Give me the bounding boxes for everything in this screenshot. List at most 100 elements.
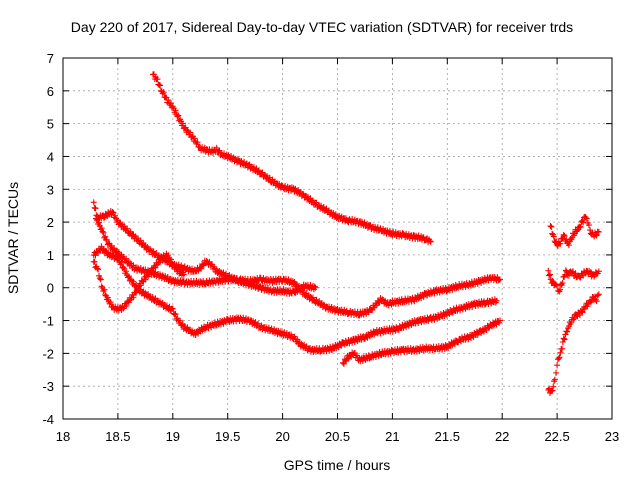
data-point [312,284,319,291]
data-point [133,289,140,296]
data-point [569,269,576,276]
data-point [213,144,220,151]
x-tick-label: 18.5 [105,429,130,444]
y-tick-label: -2 [42,346,54,361]
data-point [431,290,438,297]
data-point [102,233,109,240]
data-point [142,276,149,283]
data-point [123,255,130,262]
data-point [547,223,554,230]
data-point [118,259,125,266]
data-point [142,266,149,273]
data-point [145,290,152,297]
data-point [557,349,564,356]
data-point [152,264,159,271]
data-point [310,294,317,301]
data-point [554,362,561,369]
data-point [102,291,109,298]
data-point [103,236,110,243]
data-point [555,355,562,362]
data-point [174,113,181,120]
data-point [340,360,347,367]
data-point [485,277,492,284]
data-point [559,345,566,352]
data-point [349,339,356,346]
data-point [123,302,130,309]
grid-layer [63,58,612,419]
data-point [565,242,572,249]
data-point [189,265,196,272]
data-point [338,342,345,349]
data-point [124,298,131,305]
data-point [233,275,240,282]
data-point [172,107,179,114]
x-tick-label: 22 [495,429,509,444]
data-point [585,222,592,229]
data-point [90,199,97,206]
data-point [149,267,156,274]
data-point [574,227,581,234]
plot-frame [62,57,613,420]
data-point [584,303,591,310]
data-point [553,369,560,376]
data-point [243,279,250,286]
data-point [92,205,99,212]
series-track-h [545,267,602,295]
chart-title: Day 220 of 2017, Sidereal Day-to-day VTE… [71,19,573,35]
x-tick-label: 21 [385,429,399,444]
data-point [580,219,587,226]
data-point [455,339,462,346]
data-point [554,282,561,289]
data-point [556,354,563,361]
data-point [104,294,111,301]
data-point [175,112,182,119]
data-point [97,276,104,283]
series-track-d [92,208,319,297]
data-point [262,284,269,291]
data-point [559,280,566,287]
data-point [191,135,198,142]
data-point [177,317,184,324]
data-point [583,215,590,222]
series-track-f [339,317,504,367]
data-point [564,328,571,335]
data-point [561,232,568,239]
data-point [546,271,553,278]
data-point [573,228,580,235]
x-tick-label: 19.5 [215,429,240,444]
data-point [493,297,500,304]
series-track-i [547,213,602,249]
data-point [551,376,558,383]
data-point [112,253,119,260]
data-point [110,209,117,216]
data-point [115,255,122,262]
data-point [382,297,389,304]
data-point [550,383,557,390]
data-point [546,272,553,279]
data-point [223,270,230,277]
data-point [550,233,557,240]
data-point [95,266,102,273]
data-point [156,81,163,88]
data-point [571,315,578,322]
data-point [366,222,373,229]
data-point [595,268,602,275]
x-tick-label: 19 [166,429,180,444]
data-point [549,277,556,284]
data-point [100,229,107,236]
x-tick-label: 18 [56,429,70,444]
data-point [94,265,101,272]
data-point [595,228,602,235]
data-point [577,224,584,231]
data-point [98,243,105,250]
data-point [167,256,174,263]
data-point [203,257,210,264]
data-point [427,238,434,245]
data-point [290,279,297,286]
data-point [426,238,433,245]
series-track-a [150,71,434,246]
data-point [587,299,594,306]
data-point [579,309,586,316]
